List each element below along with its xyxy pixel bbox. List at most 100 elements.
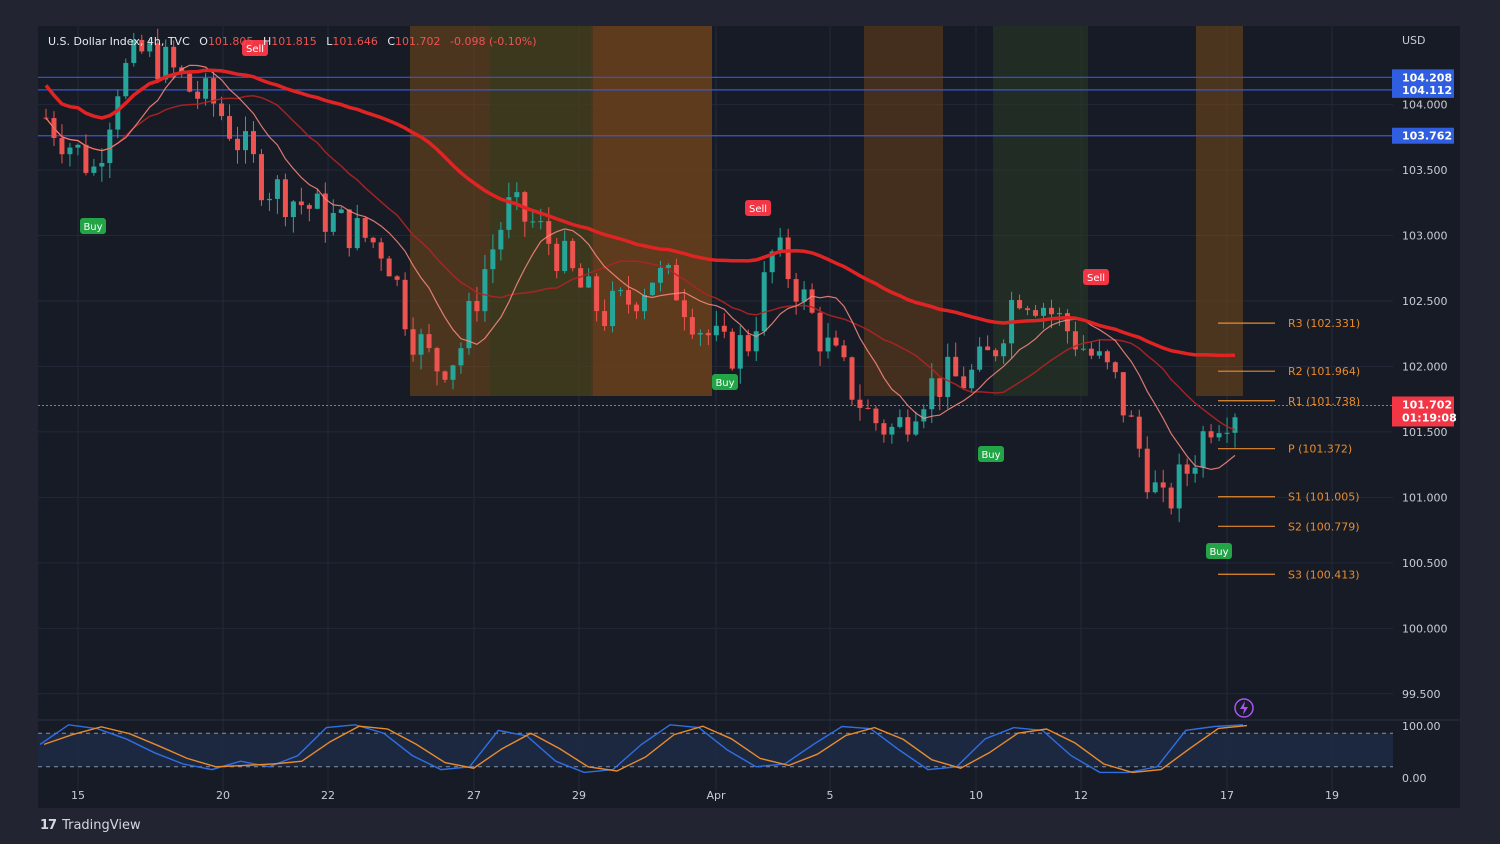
candle-body-112: [937, 378, 943, 397]
x-tick-4: 29: [572, 789, 586, 802]
candle-body-148: [1224, 432, 1230, 434]
candle-body-46: [410, 329, 416, 355]
candle-body-62: [538, 221, 544, 223]
time-axis[interactable]: 15 20 22 27 29 Apr 5 10 12 17 19: [71, 789, 1339, 802]
candle-body-42: [378, 242, 384, 259]
ma-mid-line: [45, 95, 1236, 431]
pivot-label-1: R2 (101.964): [1288, 365, 1360, 378]
candle-body-88: [745, 335, 751, 352]
horizontal-levels: [38, 76, 1393, 406]
current-price-tag: [1392, 396, 1454, 427]
candle-body-11: [131, 39, 137, 63]
candle-body-47: [418, 334, 424, 355]
candle-body-20: [203, 78, 209, 99]
price-axis[interactable]: 104.000 103.500 103.000 102.500 102.000 101.5…: [1402, 99, 1448, 701]
lightning-icon[interactable]: [1234, 698, 1254, 718]
candle-body-40: [362, 218, 368, 238]
high-value: 101.815: [271, 35, 317, 48]
candle-body-126: [1048, 307, 1054, 315]
candle-body-77: [657, 267, 663, 283]
candle-body-58: [506, 197, 512, 230]
price-chart[interactable]: R3 (102.331) R2 (101.964) R1 (101.738) P (1…: [38, 26, 1460, 808]
candle-body-61: [530, 221, 536, 223]
candle-body-98: [825, 337, 831, 352]
candle-body-34: [314, 193, 320, 209]
candle-body-28: [266, 198, 272, 201]
candle-body-48: [426, 334, 432, 349]
y-tick-4: 102.000: [1402, 360, 1448, 373]
candle-body-122: [1017, 300, 1023, 309]
candle-body-118: [985, 346, 991, 351]
candle-body-37: [338, 209, 344, 213]
candle-body-140: [1160, 482, 1166, 488]
signal-label-6: Buy: [1209, 547, 1228, 558]
candle-body-39: [354, 218, 360, 249]
low-label: L: [326, 35, 333, 48]
candle-body-78: [665, 264, 671, 268]
candle-body-100: [841, 345, 847, 358]
y-tick-5: 101.500: [1402, 426, 1448, 439]
candle-body-36: [330, 212, 336, 232]
stoch-d-line: [43, 724, 1248, 774]
candle-body-94: [793, 279, 799, 302]
ma-fast-line: [45, 64, 1236, 471]
candle-body-50: [442, 371, 448, 380]
candle-body-43: [386, 258, 392, 277]
candle-body-41: [370, 237, 376, 243]
y-tick-0: 104.000: [1402, 99, 1448, 112]
chart-frame[interactable]: R3 (102.331) R2 (101.964) R1 (101.738) P (1…: [38, 26, 1460, 808]
signal-badge-4: [1083, 269, 1109, 285]
candle-body-105: [881, 423, 887, 435]
candle-body-2: [59, 138, 65, 155]
candle-body-91: [769, 251, 775, 273]
tradingview-logo[interactable]: 17 TradingView: [40, 818, 141, 833]
candle-body-32: [298, 201, 304, 206]
candle-body-85: [721, 325, 727, 332]
candle-body-25: [243, 131, 248, 151]
current-price-text: 101.702: [1402, 398, 1452, 411]
candle-body-24: [235, 138, 241, 151]
x-tick-2: 22: [321, 789, 335, 802]
signal-label-1: Buy: [83, 222, 102, 233]
candle-body-87: [737, 335, 743, 369]
signal-label-0: Sell: [246, 44, 264, 55]
candle-body-138: [1144, 448, 1150, 493]
candle-body-139: [1152, 482, 1158, 493]
candle-body-123: [1025, 308, 1031, 311]
candle-body-125: [1041, 307, 1046, 316]
candle-body-107: [897, 417, 903, 427]
candle-body-19: [195, 91, 201, 99]
candle-body-115: [961, 376, 967, 389]
candle-body-141: [1168, 487, 1174, 509]
y-tick-8: 100.000: [1402, 622, 1448, 635]
zone-4: [1196, 26, 1243, 396]
candle-body-54: [474, 301, 480, 312]
candle-body-142: [1176, 464, 1182, 509]
x-tick-3: 27: [467, 789, 481, 802]
stochastic-pane: 100.00 0.00: [38, 719, 1460, 785]
candle-body-117: [977, 346, 983, 370]
candle-body-64: [554, 243, 560, 271]
candle-body-3: [67, 147, 73, 155]
candle-body-69: [594, 276, 600, 312]
y-tick-2: 103.000: [1402, 230, 1448, 243]
candle-body-131: [1088, 348, 1094, 356]
level-tag-0: [1392, 69, 1454, 86]
brand-name: TradingView: [62, 818, 141, 833]
pivot-label-0: R3 (102.331): [1288, 317, 1360, 330]
candle-body-55: [482, 269, 488, 312]
zone-2: [593, 26, 712, 396]
svg-text:U.S. Dollar Index, 4h, TVC: U.S. Dollar Index, 4h, TVC O101.805 H101…: [48, 35, 537, 48]
candle-body-99: [833, 337, 839, 346]
candle-body-26: [250, 131, 256, 155]
candle-body-82: [697, 332, 703, 335]
candle-body-89: [753, 331, 759, 352]
signal-badge-3: [712, 374, 738, 390]
candle-body-49: [434, 348, 440, 372]
candle-body-111: [929, 378, 935, 410]
level-tag-text-1: 104.112: [1402, 84, 1452, 97]
candle-body-80: [681, 300, 687, 318]
signal-markers: Sell Buy Sell Buy Sell Buy Buy: [80, 40, 1232, 559]
pivot-points: R3 (102.331) R2 (101.964) R1 (101.738) P (1…: [1218, 317, 1360, 581]
